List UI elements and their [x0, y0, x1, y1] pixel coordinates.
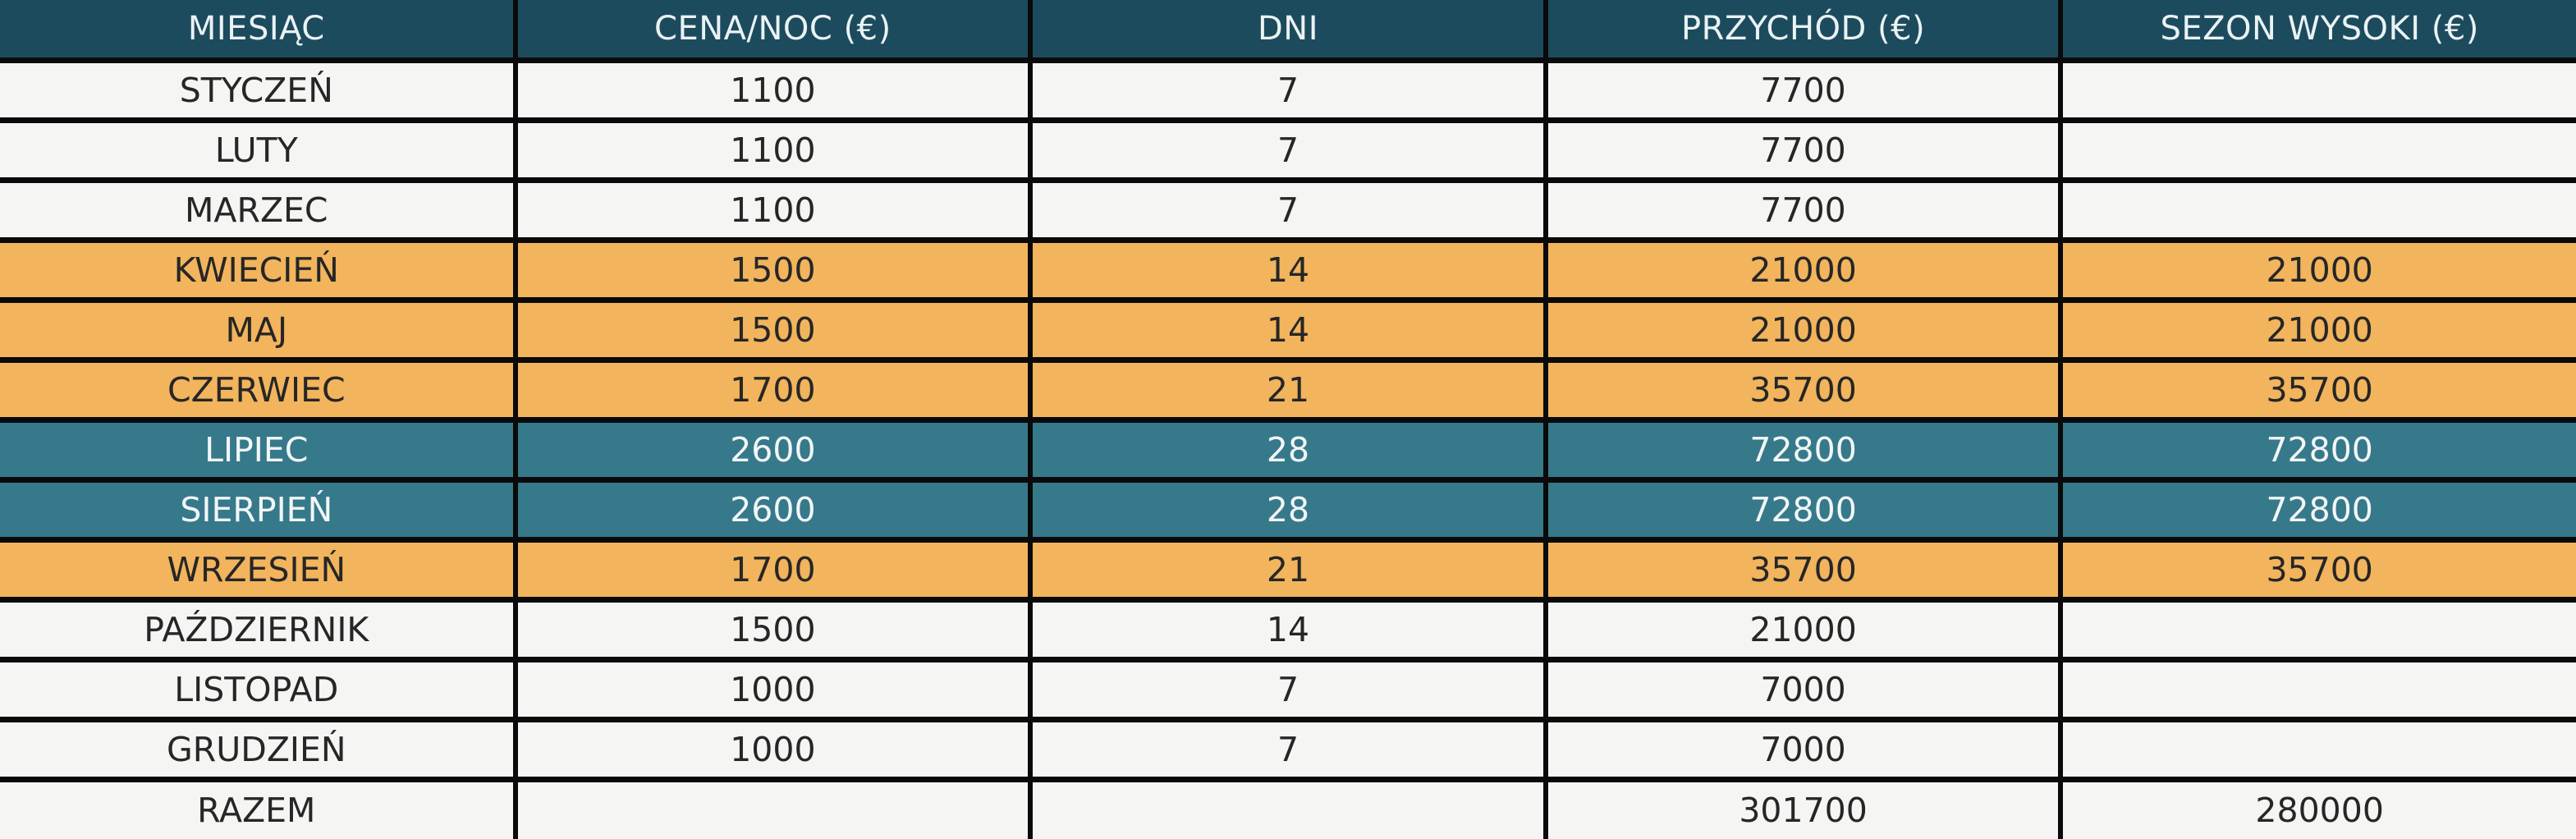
month-cell: MARZEC: [0, 177, 518, 243]
column-header-price: CENA/NOC (€): [512, 0, 1034, 63]
high-season-cell: 35700: [2058, 536, 2576, 603]
revenue-cell: 21000: [1542, 596, 2064, 662]
column-header-high-season: SEZON WYSOKI (€): [2058, 0, 2576, 63]
price-cell: 1700: [512, 536, 1034, 603]
high-season-cell: [2058, 117, 2576, 183]
revenue-cell: 7000: [1542, 656, 2064, 722]
revenue-cell: 35700: [1542, 536, 2064, 603]
price-cell: 2600: [512, 476, 1034, 543]
revenue-cell: 7700: [1542, 117, 2064, 183]
days-cell: 7: [1028, 177, 1548, 243]
price-cell: [512, 776, 1034, 839]
table-row: CZERWIEC 1700 21 35700 35700: [0, 356, 2576, 423]
days-cell: 7: [1028, 656, 1548, 722]
month-cell: LISTOPAD: [0, 656, 518, 722]
days-cell: 14: [1028, 596, 1548, 662]
month-cell: LIPIEC: [0, 416, 518, 483]
days-cell: [1028, 776, 1548, 839]
days-cell: 21: [1028, 536, 1548, 603]
high-season-cell: 280000: [2058, 776, 2576, 839]
month-cell: PAŹDZIERNIK: [0, 596, 518, 662]
table-row: LUTY 1100 7 7700: [0, 117, 2576, 183]
high-season-cell: 35700: [2058, 356, 2576, 423]
month-cell: WRZESIEŃ: [0, 536, 518, 603]
column-header-month: MIESIĄC: [0, 0, 518, 63]
days-cell: 14: [1028, 296, 1548, 363]
table-row: STYCZEŃ 1100 7 7700: [0, 57, 2576, 123]
table-header: MIESIĄC CENA/NOC (€) DNI PRZYCHÓD (€) SE…: [0, 0, 2576, 63]
high-season-cell: 72800: [2058, 416, 2576, 483]
month-cell: SIERPIEŃ: [0, 476, 518, 543]
price-cell: 1500: [512, 596, 1034, 662]
price-cell: 1500: [512, 236, 1034, 303]
price-cell: 1100: [512, 117, 1034, 183]
column-header-days: DNI: [1028, 0, 1548, 63]
revenue-cell: 72800: [1542, 476, 2064, 543]
price-cell: 1000: [512, 656, 1034, 722]
month-cell: CZERWIEC: [0, 356, 518, 423]
month-cell: MAJ: [0, 296, 518, 363]
days-cell: 28: [1028, 416, 1548, 483]
price-cell: 1100: [512, 177, 1034, 243]
month-cell: LUTY: [0, 117, 518, 183]
days-cell: 7: [1028, 716, 1548, 782]
high-season-cell: [2058, 596, 2576, 662]
table-row: MAJ 1500 14 21000 21000: [0, 296, 2576, 363]
table-row: LIPIEC 2600 28 72800 72800: [0, 416, 2576, 483]
price-cell: 1700: [512, 356, 1034, 423]
price-cell: 1100: [512, 57, 1034, 123]
high-season-cell: [2058, 656, 2576, 722]
days-cell: 14: [1028, 236, 1548, 303]
month-cell: GRUDZIEŃ: [0, 716, 518, 782]
table-row: LISTOPAD 1000 7 7000: [0, 656, 2576, 722]
price-cell: 2600: [512, 416, 1034, 483]
month-cell: STYCZEŃ: [0, 57, 518, 123]
price-cell: 1000: [512, 716, 1034, 782]
table-row: GRUDZIEŃ 1000 7 7000: [0, 716, 2576, 782]
high-season-cell: 21000: [2058, 236, 2576, 303]
high-season-cell: [2058, 57, 2576, 123]
revenue-cell: 35700: [1542, 356, 2064, 423]
table-row: RAZEM 301700 280000: [0, 776, 2576, 839]
table-row: SIERPIEŃ 2600 28 72800 72800: [0, 476, 2576, 543]
revenue-cell: 7700: [1542, 57, 2064, 123]
revenue-cell: 7700: [1542, 177, 2064, 243]
days-cell: 28: [1028, 476, 1548, 543]
table-row: WRZESIEŃ 1700 21 35700 35700: [0, 536, 2576, 603]
revenue-cell: 21000: [1542, 296, 2064, 363]
days-cell: 7: [1028, 117, 1548, 183]
table-row: MARZEC 1100 7 7700: [0, 177, 2576, 243]
price-cell: 1500: [512, 296, 1034, 363]
table-body: STYCZEŃ 1100 7 7700 LUTY 1100 7 7700 MAR…: [0, 57, 2576, 839]
days-cell: 21: [1028, 356, 1548, 423]
high-season-cell: 21000: [2058, 296, 2576, 363]
month-cell: RAZEM: [0, 776, 518, 839]
header-row: MIESIĄC CENA/NOC (€) DNI PRZYCHÓD (€) SE…: [0, 0, 2576, 63]
revenue-cell: 301700: [1542, 776, 2064, 839]
days-cell: 7: [1028, 57, 1548, 123]
table-row: PAŹDZIERNIK 1500 14 21000: [0, 596, 2576, 662]
revenue-cell: 21000: [1542, 236, 2064, 303]
month-cell: KWIECIEŃ: [0, 236, 518, 303]
revenue-cell: 72800: [1542, 416, 2064, 483]
high-season-cell: [2058, 716, 2576, 782]
high-season-cell: 72800: [2058, 476, 2576, 543]
column-header-revenue: PRZYCHÓD (€): [1542, 0, 2064, 63]
high-season-cell: [2058, 177, 2576, 243]
table-row: KWIECIEŃ 1500 14 21000 21000: [0, 236, 2576, 303]
revenue-cell: 7000: [1542, 716, 2064, 782]
